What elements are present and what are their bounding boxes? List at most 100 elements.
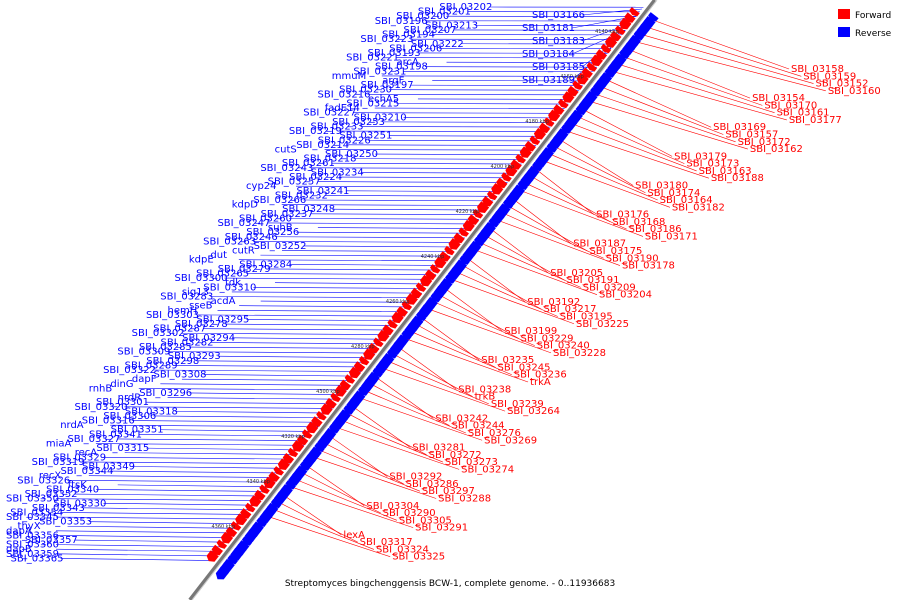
reverse-gene-arrow — [535, 154, 548, 168]
reverse-gene-arrow — [360, 379, 374, 393]
forward-gene-label: SBI_03168 — [612, 217, 665, 228]
reverse-gene-label: SBI_03318 — [125, 406, 178, 417]
forward-gene-arrow — [605, 36, 618, 48]
forward-gene-label: SBI_03325 — [392, 552, 445, 563]
reverse-connector — [303, 199, 494, 202]
backbone-highlight — [191, 0, 658, 600]
reverse-gene-label: SBI_03232 — [275, 190, 328, 201]
forward-gene-arrow — [330, 392, 341, 403]
reverse-gene-label: SBI_03283 — [160, 291, 213, 302]
reverse-connector — [367, 139, 540, 142]
reverse-gene-label: SBI_03241 — [296, 186, 349, 197]
reverse-connector — [203, 374, 358, 377]
forward-gene-arrow — [482, 196, 494, 207]
reverse-gene-label: SBI_03326 — [17, 475, 70, 486]
forward-gene-arrow — [619, 17, 632, 30]
reverse-connector — [103, 457, 294, 460]
forward-gene-arrow — [206, 550, 219, 562]
forward-gene-arrow — [391, 311, 404, 324]
reverse-gene-label: SBI_03250 — [325, 149, 378, 160]
reverse-connector — [367, 94, 576, 96]
reverse-gene-label: SBI_03257 — [268, 177, 321, 188]
reverse-connector — [210, 342, 383, 345]
forward-connector — [577, 106, 673, 157]
scale-tick-label: 4340 kbp — [246, 479, 270, 485]
reverse-connector — [317, 181, 508, 183]
reverse-connector — [55, 516, 247, 520]
reverse-gene-label: SBI_03181 — [522, 23, 575, 34]
forward-gene-arrow — [515, 153, 526, 164]
reverse-gene-label: SBI_03256 — [246, 227, 299, 238]
forward-connector — [543, 151, 658, 201]
forward-gene-label: SBI_03188 — [711, 173, 764, 184]
forward-gene-arrow — [624, 12, 636, 23]
forward-gene-arrow — [572, 80, 583, 90]
reverse-connector — [360, 126, 551, 128]
forward-connector — [325, 432, 388, 477]
reverse-connector — [153, 369, 362, 372]
reverse-gene-label: kdpE — [189, 255, 214, 266]
forward-gene-label: SBI_03179 — [674, 151, 727, 162]
forward-connector — [537, 158, 671, 208]
reverse-connector — [67, 479, 276, 483]
forward-gene-arrow — [287, 447, 299, 458]
reverse-gene-label: SBI_03343 — [32, 503, 85, 514]
forward-gene-arrow — [306, 421, 319, 434]
reverse-gene-label: cyp24 — [246, 181, 276, 192]
forward-gene-arrow — [382, 324, 394, 336]
forward-connector — [468, 247, 598, 295]
reverse-connector — [353, 158, 526, 160]
reverse-connector — [289, 218, 480, 220]
forward-gene-arrow — [211, 544, 223, 556]
forward-gene-arrow — [496, 177, 508, 189]
reverse-connector — [74, 539, 229, 543]
reverse-connector — [138, 388, 347, 391]
forward-connector — [589, 91, 736, 143]
reverse-gene-label: SBI_03308 — [154, 370, 207, 381]
forward-connector — [491, 217, 621, 266]
forward-gene-label: SBI_03182 — [672, 202, 725, 213]
forward-gene-label: SBI_03160 — [828, 86, 881, 97]
forward-gene-arrow — [430, 264, 441, 274]
forward-gene-label: SBI_03238 — [458, 384, 511, 395]
reverse-gene-label: echA5 — [368, 94, 399, 105]
reverse-connector — [124, 452, 297, 455]
reverse-connector — [139, 434, 312, 437]
forward-connector — [296, 469, 381, 514]
forward-gene-label: SBI_03158 — [791, 64, 844, 75]
forward-connector — [572, 114, 685, 164]
forward-gene-label: SBI_03171 — [645, 231, 698, 242]
reverse-connector — [146, 447, 301, 451]
forward-gene-label: SBI_03288 — [438, 493, 491, 504]
reverse-gene-arrow — [230, 547, 244, 561]
reverse-gene-arrow — [476, 229, 490, 243]
reverse-connector — [110, 424, 319, 428]
reverse-gene-label: SBI_03247 — [217, 218, 270, 229]
forward-gene-arrow — [254, 489, 266, 501]
forward-gene-arrow — [353, 361, 366, 372]
reverse-gene-label: cutR — [232, 246, 255, 257]
forward-gene-label: SBI_03297 — [422, 486, 475, 497]
reverse-connector — [239, 305, 412, 308]
reverse-gene-label: SBI_03197 — [361, 80, 414, 91]
reverse-gene-label: SBI_03360 — [6, 540, 59, 551]
reverse-gene-label: SBI_03237 — [261, 209, 314, 220]
reverse-gene-label: SBI_03206 — [389, 43, 442, 54]
reverse-connector — [60, 558, 215, 561]
reverse-gene-arrow — [636, 23, 650, 37]
reverse-connector — [88, 475, 279, 478]
forward-connector — [405, 329, 512, 376]
reverse-gene-label: SBI_03345 — [6, 512, 59, 523]
reverse-gene-arrow — [404, 323, 418, 336]
forward-connector — [641, 25, 802, 77]
reverse-gene-arrow — [520, 173, 534, 187]
forward-gene-arrow — [220, 531, 234, 544]
forward-connector — [445, 277, 575, 325]
forward-connector — [331, 425, 460, 470]
reverse-gene-label: SBI_03365 — [11, 553, 64, 564]
reverse-gene-label: argF — [382, 76, 404, 87]
forward-connector — [336, 417, 443, 463]
forward-gene-label: SBI_03273 — [445, 457, 498, 468]
forward-connector — [566, 121, 697, 172]
forward-connector — [554, 136, 634, 186]
